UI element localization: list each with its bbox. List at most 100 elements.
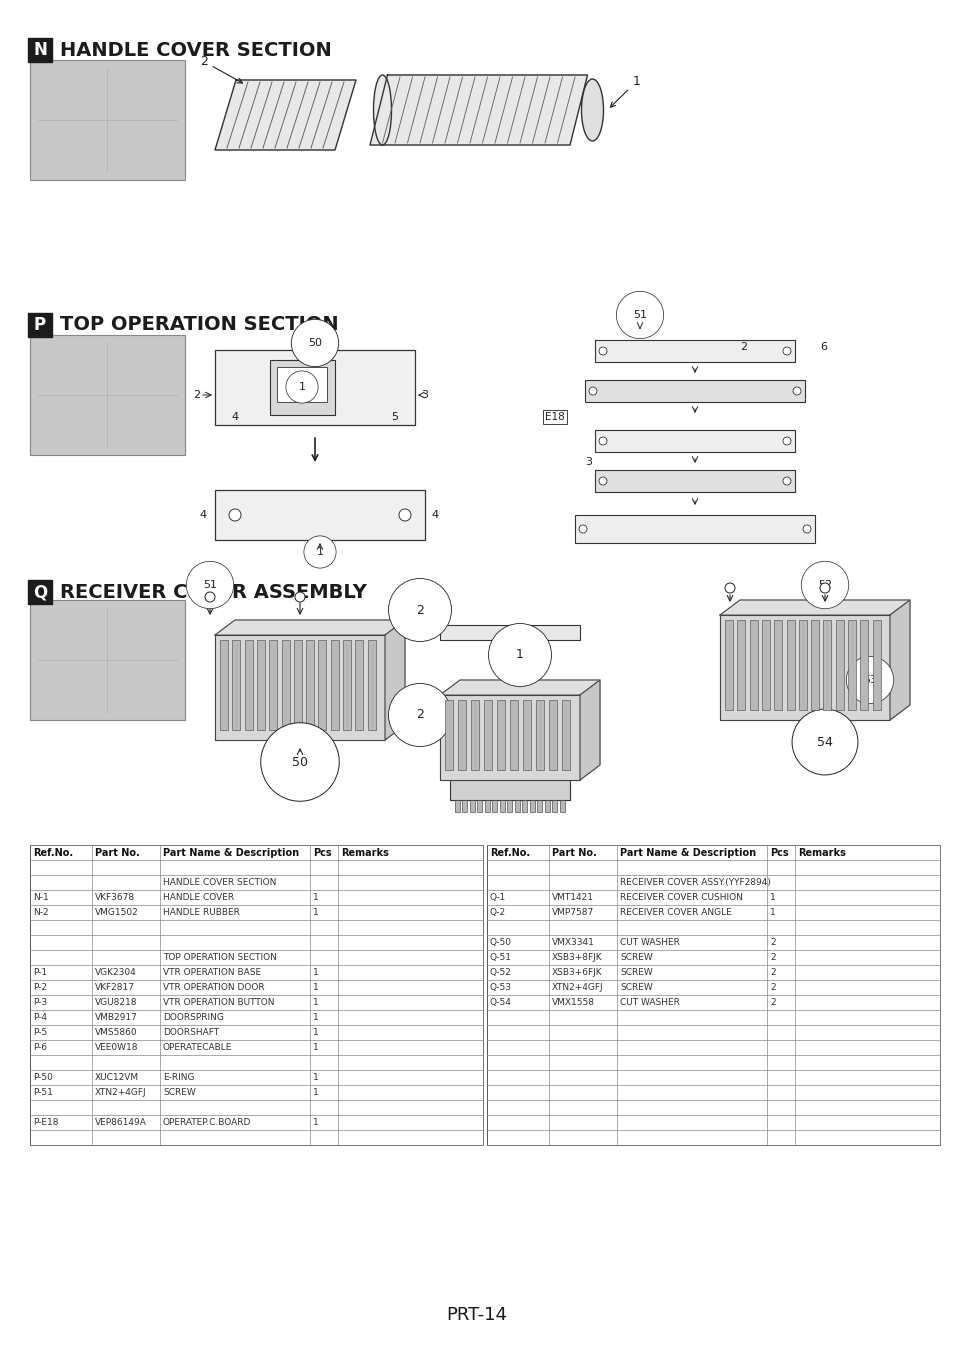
- Text: 2: 2: [769, 953, 775, 963]
- Bar: [30, 59, 185, 180]
- Text: P-4: P-4: [33, 1012, 47, 1022]
- Text: 50: 50: [292, 756, 308, 768]
- Circle shape: [782, 347, 790, 355]
- Polygon shape: [214, 634, 385, 740]
- Polygon shape: [720, 599, 909, 616]
- Bar: [214, 490, 424, 540]
- Text: 1: 1: [313, 1073, 318, 1081]
- Bar: [450, 780, 569, 801]
- Text: 2: 2: [740, 342, 746, 352]
- Text: XTN2+4GFJ: XTN2+4GFJ: [95, 1088, 147, 1098]
- Bar: [318, 640, 326, 730]
- Circle shape: [724, 583, 734, 593]
- Text: VMS5860: VMS5860: [95, 1027, 137, 1037]
- Text: VMG1502: VMG1502: [95, 909, 138, 917]
- Circle shape: [782, 477, 790, 485]
- Text: 2: 2: [416, 603, 423, 617]
- Text: P-6: P-6: [33, 1044, 47, 1052]
- Circle shape: [398, 509, 411, 521]
- Text: 1: 1: [769, 909, 775, 917]
- Text: Part Name & Description: Part Name & Description: [619, 848, 756, 857]
- Text: SCREW: SCREW: [619, 968, 652, 977]
- Bar: [444, 701, 453, 769]
- Bar: [860, 620, 867, 710]
- Bar: [737, 620, 744, 710]
- Text: P: P: [34, 316, 46, 333]
- Bar: [510, 701, 517, 769]
- Text: Part Name & Description: Part Name & Description: [163, 848, 299, 857]
- Polygon shape: [439, 695, 579, 780]
- Text: SCREW: SCREW: [163, 1088, 195, 1098]
- Text: Pcs: Pcs: [769, 848, 788, 857]
- Bar: [774, 620, 781, 710]
- Bar: [30, 845, 482, 1145]
- Bar: [497, 701, 505, 769]
- Text: SCREW: SCREW: [619, 953, 652, 963]
- Text: CUT WASHER: CUT WASHER: [619, 998, 679, 1007]
- Bar: [28, 38, 52, 62]
- Text: 1: 1: [313, 998, 318, 1007]
- Text: 2: 2: [769, 968, 775, 977]
- Text: VTR OPERATION BASE: VTR OPERATION BASE: [163, 968, 261, 977]
- Text: 2: 2: [769, 998, 775, 1007]
- Bar: [507, 801, 512, 811]
- Text: RECEIVER COVER CUSHION: RECEIVER COVER CUSHION: [619, 892, 742, 902]
- Bar: [492, 801, 497, 811]
- Text: P-3: P-3: [33, 998, 47, 1007]
- Circle shape: [588, 387, 597, 396]
- Text: 2: 2: [769, 983, 775, 992]
- Bar: [455, 801, 459, 811]
- Text: 1: 1: [313, 1012, 318, 1022]
- Text: Q-1: Q-1: [490, 892, 506, 902]
- Bar: [810, 620, 819, 710]
- Text: N-1: N-1: [33, 892, 49, 902]
- Text: 2: 2: [193, 390, 200, 400]
- Bar: [256, 640, 265, 730]
- Bar: [439, 625, 579, 640]
- Text: XSB3+6FJK: XSB3+6FJK: [552, 968, 602, 977]
- Text: 53: 53: [862, 675, 876, 684]
- Bar: [483, 701, 492, 769]
- Text: 4: 4: [431, 510, 438, 520]
- Polygon shape: [214, 620, 405, 634]
- Text: RECEIVER COVER ANGLE: RECEIVER COVER ANGLE: [619, 909, 731, 917]
- Bar: [761, 620, 769, 710]
- Bar: [724, 620, 732, 710]
- Text: 1: 1: [313, 1088, 318, 1098]
- Bar: [536, 701, 544, 769]
- Text: OPERATECABLE: OPERATECABLE: [163, 1044, 233, 1052]
- Text: XTN2+4GFJ: XTN2+4GFJ: [552, 983, 603, 992]
- Text: 2: 2: [416, 709, 423, 721]
- Bar: [470, 801, 475, 811]
- Text: Ref.No.: Ref.No.: [33, 848, 73, 857]
- Text: Q-53: Q-53: [490, 983, 512, 992]
- Text: 4: 4: [199, 510, 207, 520]
- Circle shape: [294, 593, 305, 602]
- Circle shape: [205, 593, 214, 602]
- Bar: [561, 701, 570, 769]
- Bar: [822, 620, 831, 710]
- Bar: [30, 599, 185, 720]
- Circle shape: [598, 437, 606, 446]
- Text: VTR OPERATION BUTTON: VTR OPERATION BUTTON: [163, 998, 274, 1007]
- Text: 5: 5: [391, 412, 398, 423]
- Text: 1: 1: [313, 892, 318, 902]
- Text: 1: 1: [313, 1118, 318, 1127]
- Bar: [462, 801, 467, 811]
- Text: Q-2: Q-2: [490, 909, 506, 917]
- Circle shape: [598, 347, 606, 355]
- Text: 1: 1: [610, 76, 639, 107]
- Bar: [785, 620, 794, 710]
- Bar: [749, 620, 757, 710]
- Text: HANDLE RUBBER: HANDLE RUBBER: [163, 909, 239, 917]
- Text: TOP OPERATION SECTION: TOP OPERATION SECTION: [60, 316, 338, 335]
- Bar: [477, 801, 482, 811]
- Text: VTR OPERATION DOOR: VTR OPERATION DOOR: [163, 983, 264, 992]
- Polygon shape: [720, 616, 889, 720]
- Text: DOORSPRING: DOORSPRING: [163, 1012, 224, 1022]
- Text: XSB3+8FJK: XSB3+8FJK: [552, 953, 602, 963]
- Bar: [486, 845, 939, 1145]
- Text: E18: E18: [544, 412, 564, 423]
- Polygon shape: [889, 599, 909, 720]
- Text: 1: 1: [313, 909, 318, 917]
